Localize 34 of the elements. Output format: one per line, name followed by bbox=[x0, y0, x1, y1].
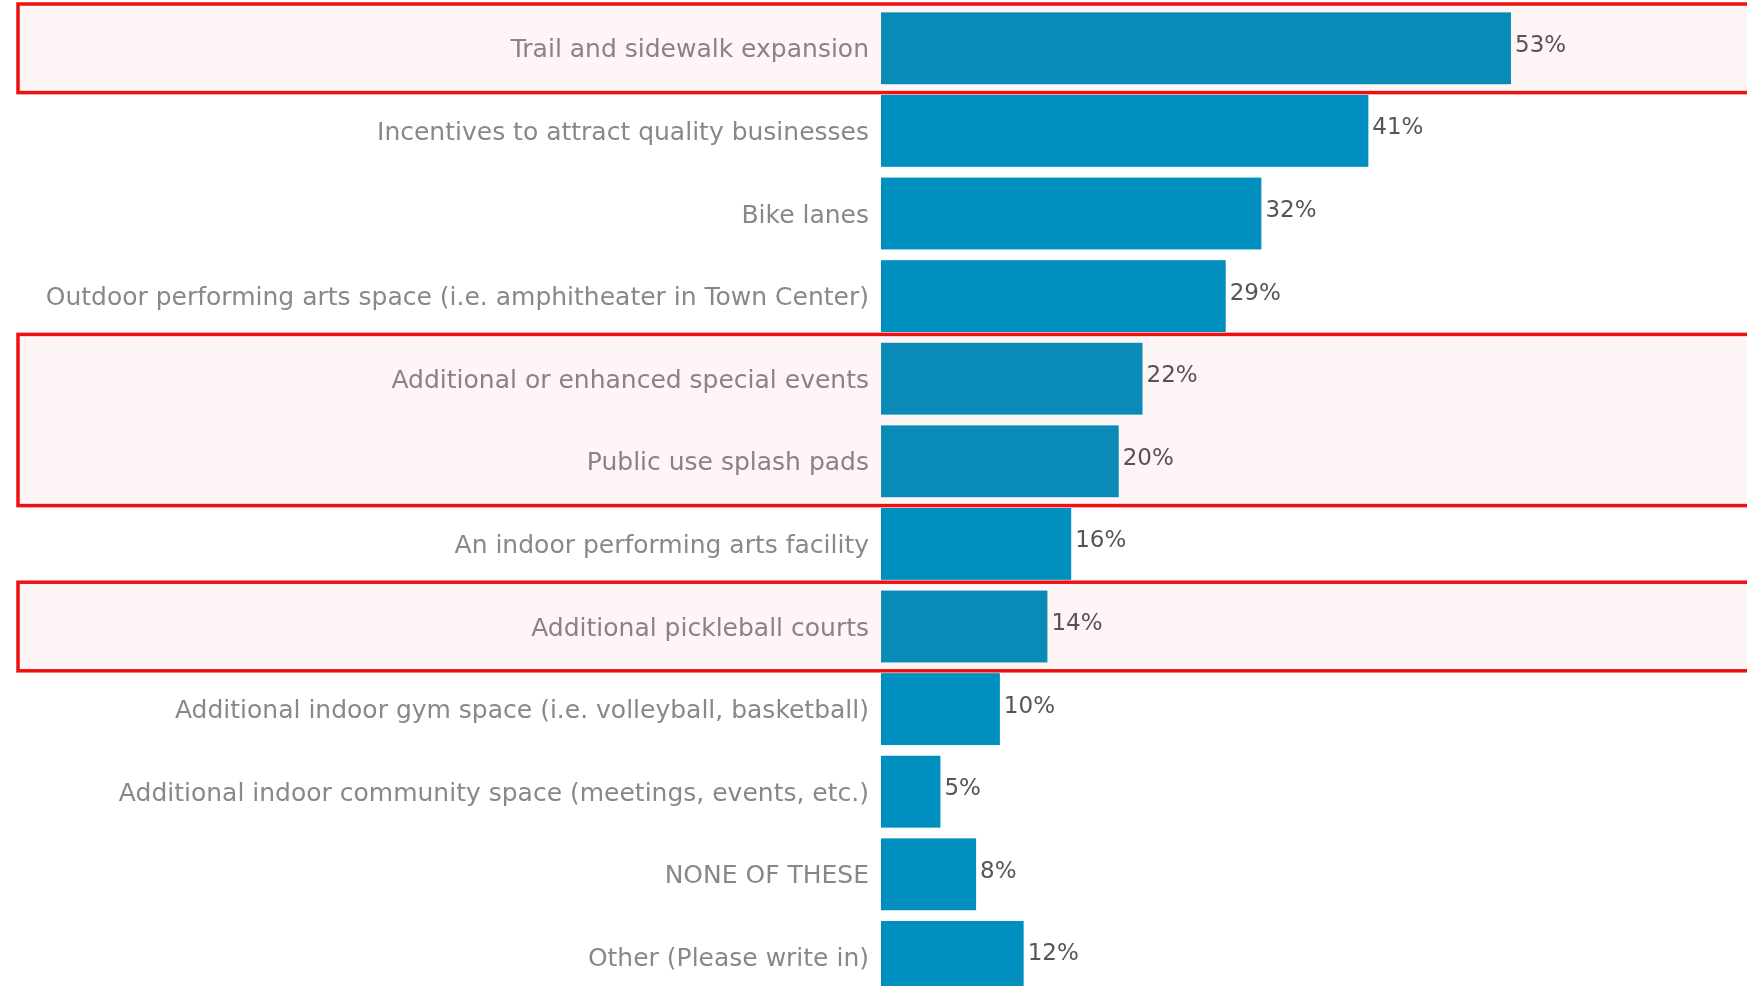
bar bbox=[881, 507, 1072, 580]
y-tick-label: Additional or enhanced special events bbox=[391, 364, 869, 394]
data-label: 16% bbox=[1075, 526, 1127, 553]
data-label: 29% bbox=[1229, 278, 1281, 305]
y-tick-label: Incentives to attract quality businesses bbox=[377, 116, 869, 146]
y-tick-label: Bike lanes bbox=[741, 199, 869, 229]
y-tick-label: Outdoor performing arts space (i.e. amphitheater in Town Center) bbox=[45, 282, 869, 312]
y-tick-label: Trail and sidewalk expansion bbox=[509, 34, 869, 64]
data-label: 10% bbox=[1003, 691, 1055, 718]
y-tick-label: An indoor performing arts facility bbox=[454, 529, 870, 559]
bar bbox=[881, 838, 977, 911]
data-label: 12% bbox=[1027, 939, 1079, 966]
bar bbox=[881, 590, 1048, 663]
bar bbox=[881, 673, 1000, 746]
data-label: 32% bbox=[1265, 196, 1317, 222]
y-tick-label: Additional indoor community space (meetings, events, etc.) bbox=[118, 777, 869, 807]
y-tick-label: Additional pickleball courts bbox=[531, 612, 869, 642]
bar bbox=[881, 425, 1119, 498]
data-label: 5% bbox=[944, 774, 981, 801]
y-tick-label: Additional indoor gym space (i.e. volleyball, basketball) bbox=[174, 695, 869, 725]
bar bbox=[881, 342, 1143, 415]
bar bbox=[881, 755, 941, 828]
data-label: 14% bbox=[1051, 609, 1103, 635]
bar bbox=[881, 94, 1369, 167]
bar bbox=[881, 177, 1262, 250]
data-label: 41% bbox=[1372, 113, 1424, 140]
y-tick-label: NONE OF THESE bbox=[664, 860, 869, 890]
data-label: 8% bbox=[980, 856, 1017, 883]
data-label: 22% bbox=[1146, 361, 1198, 388]
y-tick-label: Public use splash pads bbox=[586, 447, 869, 477]
data-label: 20% bbox=[1122, 443, 1174, 470]
data-label: 53% bbox=[1515, 30, 1567, 57]
y-tick-label: Other (Please write in) bbox=[587, 942, 869, 972]
bar bbox=[881, 260, 1226, 333]
